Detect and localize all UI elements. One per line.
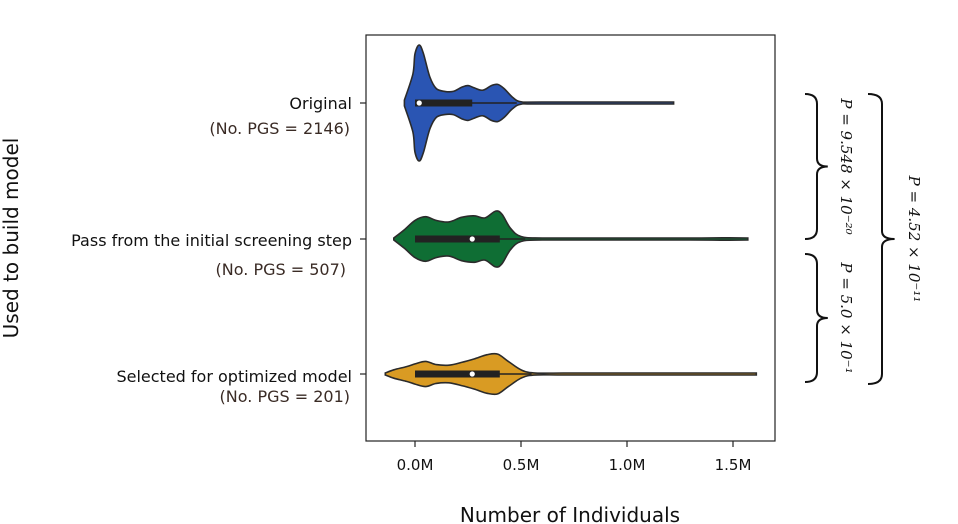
bracket-original-vs-selected <box>867 93 895 385</box>
x-tick-label-0: 0.0M <box>397 456 434 474</box>
violin-body-2 <box>384 352 758 396</box>
x-tick-label-3: 1.5M <box>715 456 752 474</box>
violins-layer <box>384 44 758 396</box>
y-label-1: Pass from the initial screening step <box>71 231 352 250</box>
violin-median-1 <box>469 236 475 242</box>
p-value-label-1: P = 5.0 × 10⁻¹ <box>837 261 855 373</box>
violin-iqr-box-2 <box>415 370 500 378</box>
plot-frame <box>365 34 776 442</box>
violin-iqr-box-1 <box>415 235 500 243</box>
significance-brackets: P = 9.548 × 10⁻²⁰ P = 5.0 × 10⁻¹ P = 4.52 … <box>804 93 923 385</box>
violin-median-0 <box>416 100 422 106</box>
violin-body-1 <box>393 210 749 268</box>
bracket-original-vs-pass <box>804 93 828 240</box>
y-label-2: Selected for optimized model <box>116 367 352 386</box>
y-sublabel-2: (No. PGS = 201) <box>220 387 350 406</box>
y-axis-label: Used to build model <box>0 138 23 339</box>
x-tick-label-1: 0.5M <box>503 456 540 474</box>
violin-body-0 <box>403 44 675 162</box>
y-sublabel-0: (No. PGS = 2146) <box>209 119 350 138</box>
bracket-pass-vs-selected <box>804 253 828 383</box>
p-value-label-2: P = 4.52 × 10⁻¹¹ <box>905 175 923 303</box>
y-category-labels: Original (No. PGS = 2146) Pass from the in… <box>71 94 366 406</box>
violin-median-2 <box>469 371 475 377</box>
y-sublabel-1: (No. PGS = 507) <box>216 260 346 279</box>
x-axis-label: Number of Individuals <box>460 503 680 524</box>
y-label-0: Original <box>289 94 352 113</box>
x-tick-label-2: 1.0M <box>609 456 646 474</box>
x-ticks: 0.0M 0.5M 1.0M 1.5M <box>397 441 752 474</box>
p-value-label-0: P = 9.548 × 10⁻²⁰ <box>837 97 855 234</box>
violin-iqr-box-0 <box>415 99 473 107</box>
